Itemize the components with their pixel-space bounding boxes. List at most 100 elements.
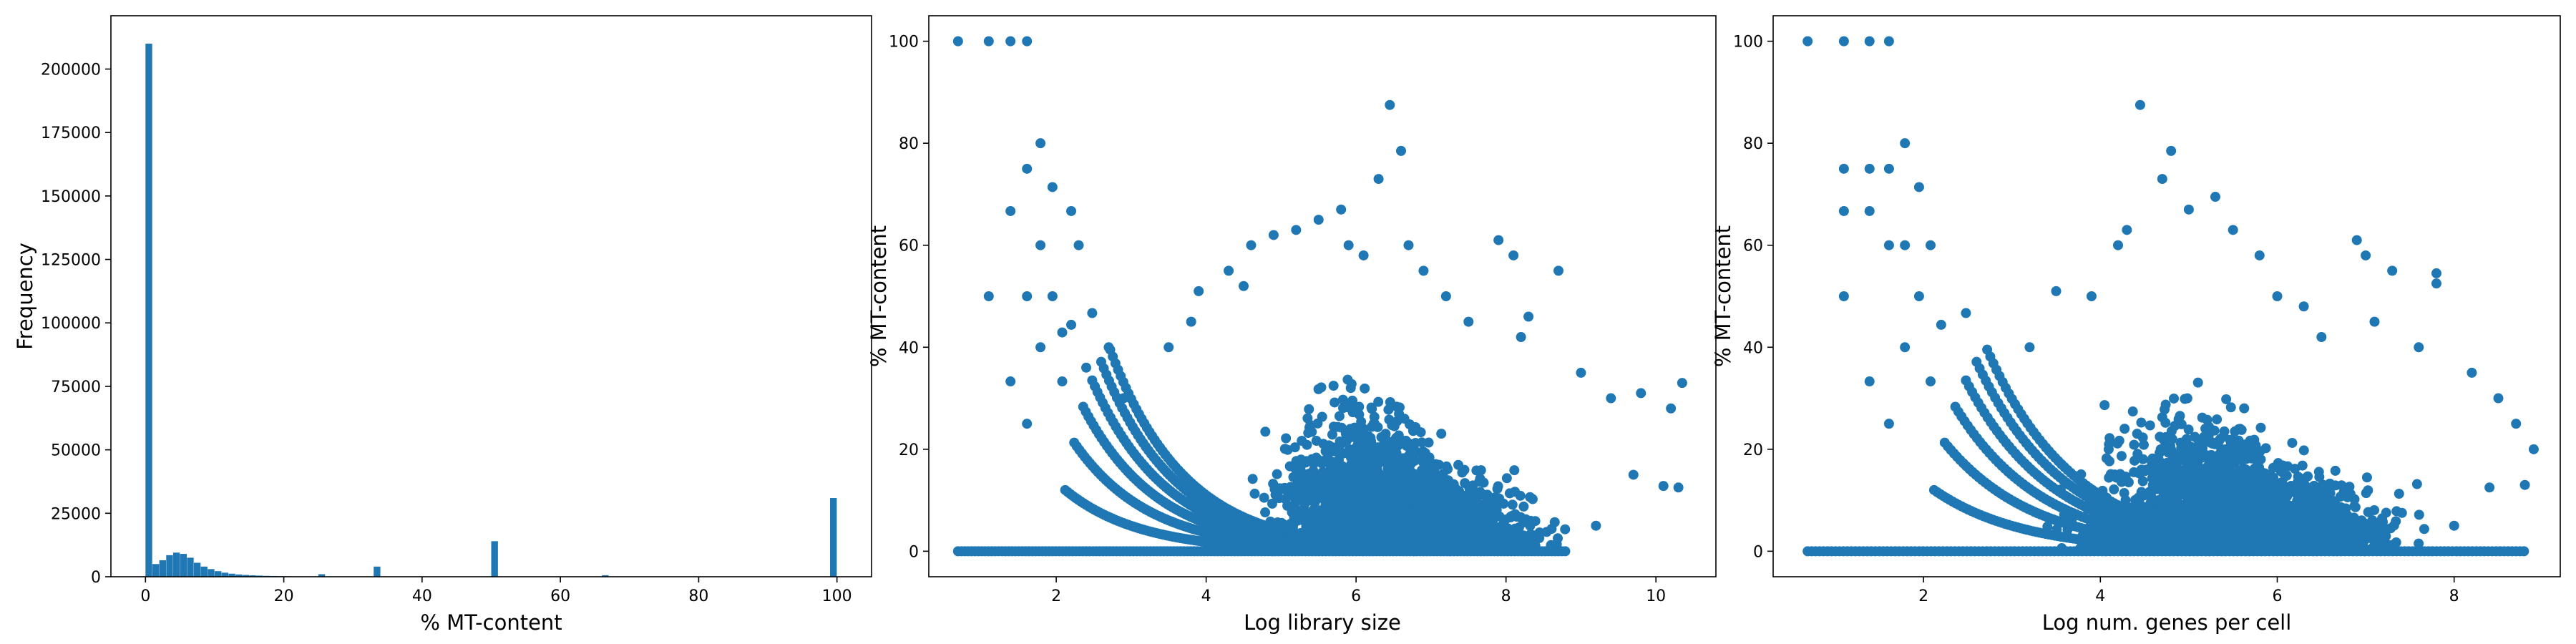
scatter-cloud-point [1384,436,1395,447]
x-tick-label: 0 [140,587,150,605]
scatter-cloud-point [1441,461,1452,472]
scatter-point-15 [1005,376,1016,387]
scatter-point-43 [1493,235,1504,245]
scatter-cloud-point [1365,543,1376,554]
scatter-cloud-point [1389,492,1400,502]
scatter-cloud-point [1434,530,1445,541]
scatter-point-51 [1666,403,1677,414]
histogram-bar-15 [249,575,256,577]
scatter-baseline-point [2519,546,2529,557]
y-tick-label: 100000 [41,315,101,333]
y-tick-label: 100 [889,34,919,52]
scatter-point-13 [1066,205,1077,216]
scatter-cloud-point [1464,482,1475,492]
scatter-point-30 [1268,230,1279,240]
scatter-cloud-point [2127,406,2138,417]
scatter-point-49 [1606,393,1616,404]
scatter-cloud-point [2059,509,2069,520]
scatter-point-42 [1463,316,1474,327]
y-tick-label: 0 [909,543,919,561]
scatter-cloud-point [1292,537,1303,548]
y-tick-label: 175000 [41,125,101,142]
scatter-cloud-point [1250,531,1261,542]
scatter-cloud-point [1279,444,1290,454]
scatter-cloud-point [1387,514,1398,525]
scatter-point-17 [1035,342,1046,353]
scatter-point-28 [1239,280,1249,291]
scatter-cloud-point [1304,404,1314,414]
scatter-cloud-point [1245,516,1256,527]
scatter-cloud-point [1382,467,1393,478]
scatter-cloud-point [1383,404,1394,415]
y-axis-label: % MT-content [867,225,891,367]
scatter-cloud-point [1358,533,1369,544]
scatter-cloud-point [1416,437,1427,448]
scatter-cloud-point [1407,456,1418,467]
scatter-cloud-point [1309,497,1320,508]
scatter-cloud-point [1511,542,1522,553]
histogram-bar-0 [145,44,152,577]
scatter-cloud-point [1518,501,1529,512]
scatter-cloud-point [1546,524,1557,535]
scatter-cloud-point [1453,459,1464,470]
y-tick-label: 125000 [41,252,101,270]
scatter-cloud-point [1420,527,1430,537]
scatter-cloud-point [1485,519,1496,530]
scatter-point-22 [1103,342,1114,353]
x-tick-label: 2 [1051,587,1061,605]
scatter-cloud-point [1492,484,1503,494]
scatter-cloud-point [1440,539,1451,550]
scatter-cloud-point [1478,477,1489,488]
scatter-point-36 [1373,174,1384,185]
scatter-point-46 [1553,265,1563,276]
scatter-point-56 [1591,520,1601,531]
scatter-cloud-point [1287,504,1297,514]
scatter-point-20 [1087,308,1098,318]
scatter-cloud-point [1494,493,1505,504]
scatter-cloud-point [1512,526,1523,537]
scatter-cloud-point [1378,477,1389,487]
scatter-point-0 [952,36,963,47]
histogram-bar-1 [152,564,160,577]
scatter-cloud-point [1348,462,1359,472]
histogram-bar-12 [228,573,235,577]
scatter-cloud-point [2297,460,2308,471]
scatter-point-33 [1336,204,1347,215]
scatter-cloud-point [1501,473,1512,484]
scatter-point-1 [983,36,994,47]
scatter-cloud-point [1507,499,1518,510]
scatter-cloud-point [1313,384,1324,394]
x-tick-label: 10 [1646,587,1666,605]
scatter-cloud [952,344,1571,557]
histogram-bar-3 [166,555,173,577]
scatter-cloud-point [1491,540,1502,551]
scatter-cloud-point [2298,445,2309,456]
scatter-cloud-point [1408,470,1419,481]
scatter-cloud-point [1288,472,1299,482]
y-tick-label: 75000 [51,379,101,396]
scatter-point-47 [1516,332,1526,343]
scatter-cloud-point [1373,396,1384,407]
scatter-point-3 [1022,36,1033,47]
scatter-point-23 [1118,393,1129,404]
x-tick-label: 40 [412,587,432,605]
y-tick-label: 200000 [41,61,101,79]
scatter-point-41 [1440,291,1451,301]
scatter-point-12 [1057,327,1068,338]
scatter-point-4 [983,291,994,301]
scatter-cloud-point [1305,419,1316,430]
scatter-cloud-point [1475,488,1485,499]
scatter-cloud-point [1530,540,1541,551]
scatter-cloud-point [1269,484,1280,494]
scatter-cloud-point [1457,467,1468,478]
scatter-cloud-point [1334,530,1345,540]
scatter-point-18 [1057,376,1068,387]
scatter-cloud-point [1525,520,1536,531]
scatter-cloud-point [1352,507,1363,517]
scatter-point-26 [1194,286,1204,296]
scatter-cloud-point [1304,469,1315,480]
y-tick-label: 25000 [51,505,101,523]
